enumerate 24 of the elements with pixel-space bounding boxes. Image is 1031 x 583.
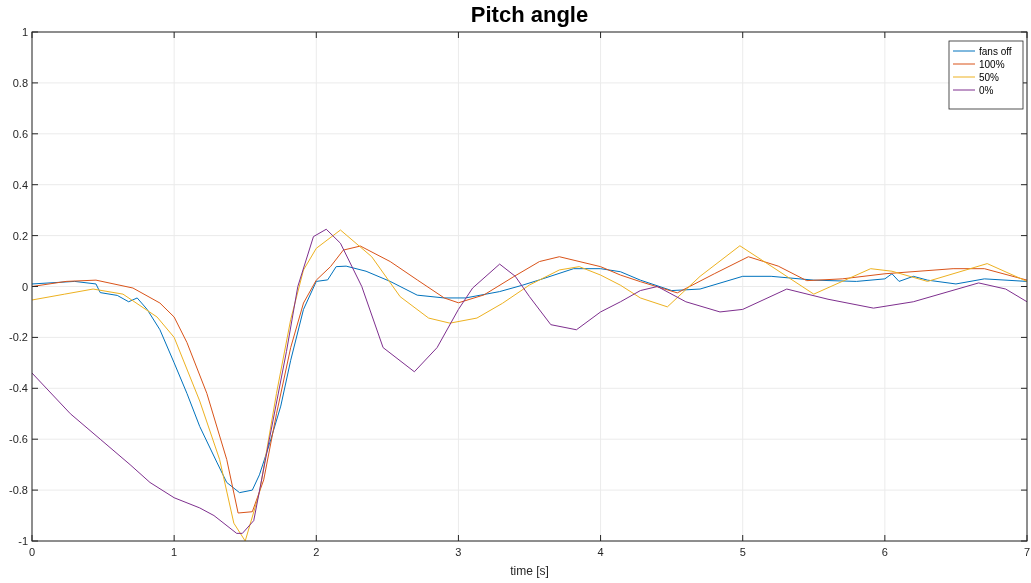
chart-title: Pitch angle <box>470 2 589 27</box>
legend-label: 100% <box>979 59 1005 70</box>
legend-label: fans off <box>979 46 1012 57</box>
y-tick-label: 0.6 <box>12 127 28 140</box>
x-tick-label: 7 <box>1023 546 1031 558</box>
x-tick-label: 2 <box>313 546 320 558</box>
y-tick-label: 0.4 <box>12 178 28 191</box>
x-tick-label: 6 <box>881 546 888 558</box>
y-tick-label: -0.2 <box>9 331 28 344</box>
y-tick-label: 0.8 <box>12 76 28 89</box>
legend-label: 50% <box>979 72 1000 83</box>
y-tick-label: 1 <box>21 26 28 38</box>
x-axis-title: time [s] <box>510 564 549 578</box>
legend-label: 0% <box>979 85 994 96</box>
x-tick-label: 4 <box>597 546 604 558</box>
x-tick-label: 5 <box>739 546 746 558</box>
y-tick-label: 0 <box>21 280 28 293</box>
y-tick-label: -0.4 <box>9 382 28 395</box>
x-tick-label: 1 <box>171 546 178 558</box>
y-tick-label: -0.6 <box>9 433 28 446</box>
y-tick-label: 0.2 <box>12 229 28 242</box>
x-tick-label: 3 <box>455 546 462 558</box>
y-tick-label: -1 <box>18 535 28 547</box>
y-tick-label: -0.8 <box>9 484 28 497</box>
